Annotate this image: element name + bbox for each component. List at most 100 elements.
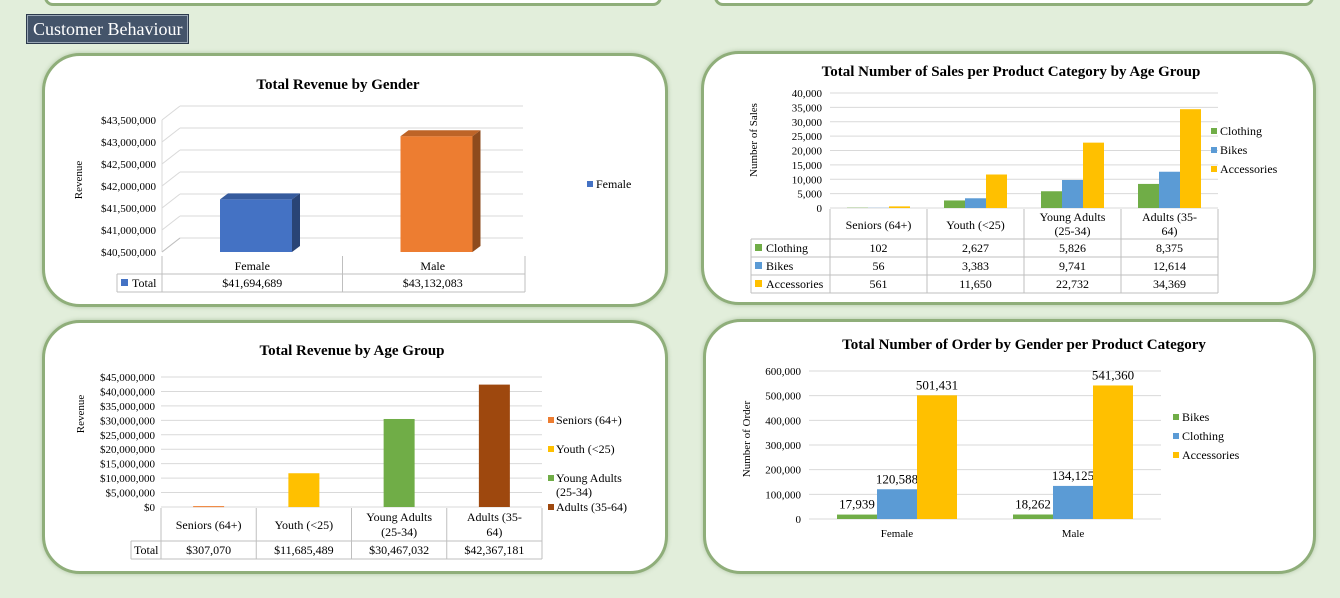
y-tick-label: 600,000 (765, 366, 801, 378)
bar-age-group (383, 418, 415, 507)
bar-side-face (292, 193, 300, 252)
table-value: 11,650 (959, 277, 992, 291)
y-tick-label: $35,000,000 (100, 401, 156, 413)
legend-label: Seniors (64+) (556, 413, 622, 427)
y-axis-label: Number of Sales (748, 103, 760, 177)
orders-by-gender-category-chart: Total Number of Order by Gender per Prod… (741, 337, 1240, 540)
x-tick-label: (25-34) (1055, 224, 1091, 238)
table-series-label: Total (132, 276, 157, 290)
y-tick-label: 0 (817, 203, 823, 215)
table-value: 12,614 (1153, 259, 1186, 273)
y-tick-label: $15,000,000 (100, 459, 156, 471)
table-value: 561 (870, 277, 888, 291)
table-value: $30,467,032 (369, 543, 429, 557)
x-tick-label: Male (1062, 528, 1085, 540)
legend-key (755, 244, 762, 251)
x-tick-label: Female (235, 259, 270, 273)
bar-side-face (472, 130, 481, 252)
y-tick-label: $42,500,000 (101, 159, 157, 171)
legend-key (1173, 433, 1179, 439)
x-tick-label: Adults (35- (467, 510, 522, 524)
legend-key (755, 280, 762, 287)
data-label: 17,939 (839, 497, 875, 512)
y-axis-label: Revenue (75, 395, 87, 434)
y-tick-label: $43,500,000 (101, 115, 157, 127)
bar-clothing (877, 489, 917, 519)
data-label: 120,588 (876, 471, 918, 486)
bar-accessories (986, 174, 1007, 208)
chart-title: Total Number of Sales per Product Catego… (822, 64, 1201, 80)
bar-accessories (1083, 142, 1104, 208)
table-series-label: Clothing (766, 241, 808, 255)
y-tick-label: $41,000,000 (101, 225, 157, 237)
sales-by-age-category-chart: Total Number of Sales per Product Catego… (748, 64, 1278, 294)
bar-accessories (1180, 109, 1201, 208)
bar-accessories (1093, 385, 1133, 519)
table-value: 5,826 (1059, 241, 1086, 255)
x-tick-label: 64) (486, 525, 502, 539)
x-tick-label: (25-34) (381, 525, 417, 539)
legend-label: Youth (<25) (556, 442, 615, 456)
bar-age-group (288, 473, 320, 507)
legend-key (1211, 128, 1217, 134)
bar-age-group (478, 384, 510, 507)
legend-key (121, 279, 128, 286)
revenue-by-gender-chart: Total Revenue by Gender Revenue $40,500,00… (73, 77, 631, 293)
legend-label: Adults (35-64) (556, 500, 627, 514)
x-tick-label: Seniors (64+) (176, 518, 242, 532)
bar-clothing (1138, 183, 1159, 208)
x-tick-label: Young Adults (1040, 210, 1106, 224)
y-tick-label: $0 (144, 502, 156, 514)
legend-key (548, 417, 554, 423)
section-title: Customer Behaviour (27, 15, 189, 43)
legend-label: Accessories (1182, 448, 1240, 462)
y-tick-label: 20,000 (792, 146, 823, 158)
revenue-by-age-chart: Total Revenue by Age Group Revenue $0 $5,00… (75, 343, 627, 560)
y-tick-label: 400,000 (765, 415, 801, 427)
y-tick-label: $40,500,000 (101, 247, 157, 259)
table-value: $43,132,083 (403, 276, 463, 290)
legend-key (1173, 414, 1179, 420)
sales-by-age-category-panel: Total Number of Sales per Product Catego… (701, 51, 1316, 305)
table-value: 2,627 (962, 241, 989, 255)
legend-key (1173, 452, 1179, 458)
bar-age-group (193, 506, 225, 508)
y-tick-label: 300,000 (765, 440, 801, 452)
chart-title: Total Number of Order by Gender per Prod… (842, 337, 1206, 353)
bar-clothing (944, 200, 965, 208)
top-left-panel-edge (44, 0, 662, 6)
bar-top-face (220, 193, 300, 200)
bar-male (400, 136, 473, 252)
y-tick-label: $45,000,000 (100, 372, 156, 384)
table-value: $42,367,181 (464, 543, 524, 557)
y-tick-label: $30,000,000 (100, 415, 156, 427)
table-value: 9,741 (1059, 259, 1086, 273)
bar-top-face (400, 130, 481, 137)
bar-bikes (1013, 514, 1053, 519)
x-tick-label: Adults (35- (1142, 210, 1197, 224)
table-value: 3,383 (962, 259, 989, 273)
x-tick-label: 64) (1162, 224, 1178, 238)
y-tick-label: $41,500,000 (101, 203, 157, 215)
table-value: $41,694,689 (222, 276, 282, 290)
bar-accessories (889, 206, 910, 208)
y-tick-label: 30,000 (792, 117, 823, 129)
y-tick-label: 15,000 (792, 160, 823, 172)
table-series-label: Bikes (766, 259, 794, 273)
table-value: 22,732 (1056, 277, 1089, 291)
table-value: $11,685,489 (274, 543, 334, 557)
orders-by-gender-category-panel: Total Number of Order by Gender per Prod… (703, 319, 1316, 574)
bar-bikes (1062, 179, 1083, 208)
y-axis-label: Number of Order (741, 400, 753, 477)
bar-clothing (1041, 191, 1062, 208)
y-tick-label: 500,000 (765, 391, 801, 403)
legend-label: Accessories (1220, 162, 1278, 176)
legend-label: (25-34) (556, 485, 592, 499)
table-value: 8,375 (1156, 241, 1183, 255)
x-tick-label: Seniors (64+) (846, 218, 912, 232)
y-tick-label: $20,000,000 (100, 444, 156, 456)
bar-clothing (1053, 485, 1093, 519)
y-tick-label: $40,000,000 (100, 386, 156, 398)
y-tick-label: 0 (796, 514, 802, 526)
y-tick-label: $5,000,000 (106, 488, 156, 500)
